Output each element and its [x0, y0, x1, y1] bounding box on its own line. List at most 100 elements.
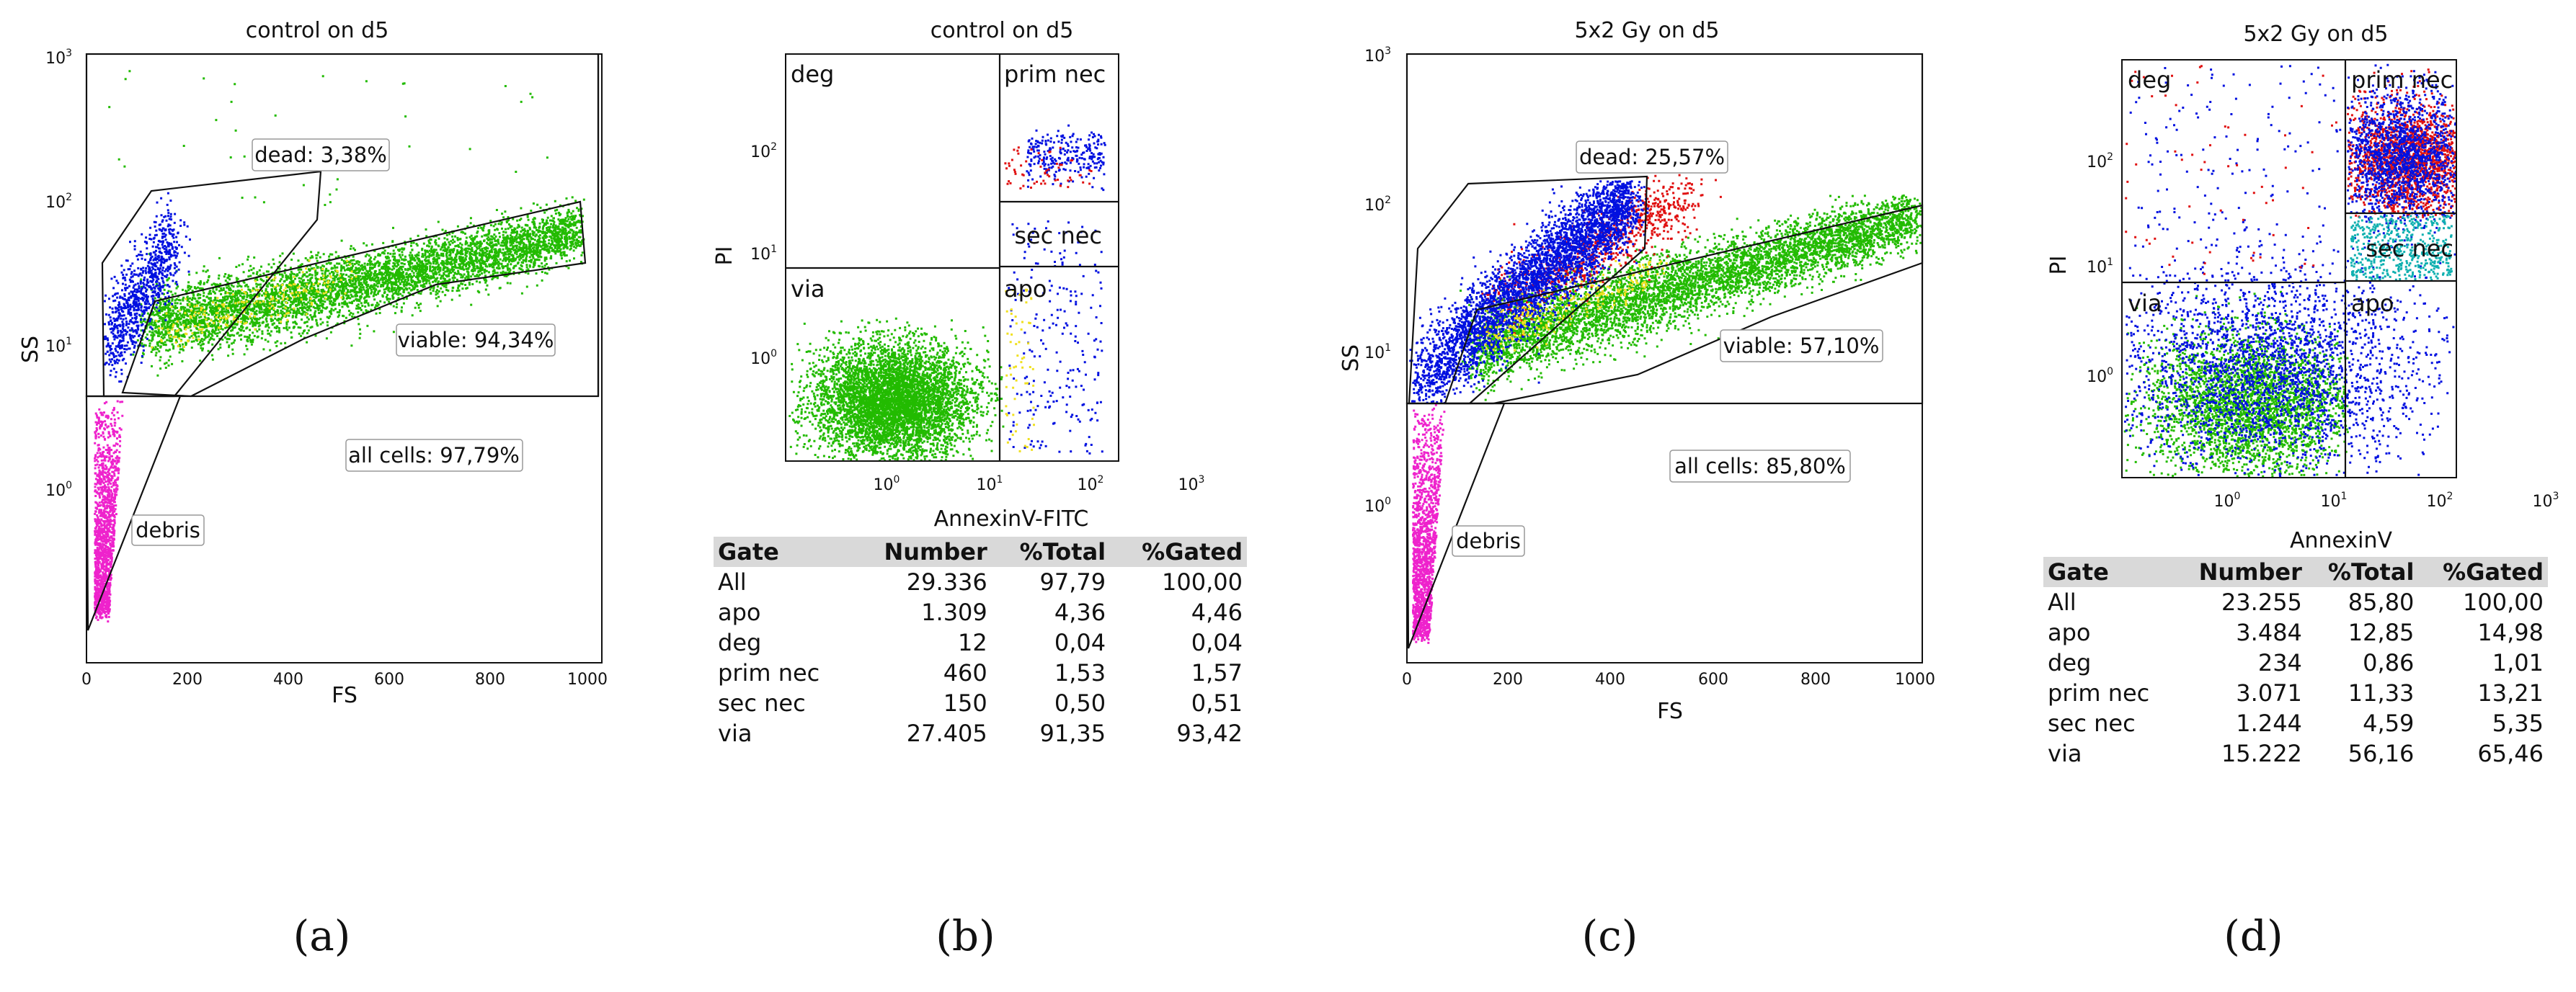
cell: 93,42	[1176, 720, 1243, 747]
cell: 97,79	[1039, 568, 1106, 596]
cell: 1,57	[1191, 659, 1243, 687]
x-axis: 100 101 102 103	[2214, 491, 2559, 511]
y-tick: 102	[45, 192, 72, 212]
plot-frame	[785, 53, 1119, 462]
panel-d: 5x2 Gy on d5 deg prim nec sec nec via ap…	[1932, 0, 2575, 992]
scatter-points-0010e0	[2123, 219, 2456, 478]
gate-label-debris: debris	[131, 514, 205, 546]
table-row: deg 234 0,86 1,01	[2043, 648, 2548, 678]
table-row: sec nec 150 0,50 0,51	[714, 688, 1247, 718]
column-header: Number	[851, 537, 992, 567]
column-header: %Total	[991, 537, 1111, 567]
x-axis: 100 101 102 103	[874, 474, 1205, 494]
cell: 4,36	[1054, 599, 1106, 626]
y-tick: 101	[1364, 342, 1391, 362]
plot-title: control on d5	[931, 18, 1074, 43]
cell: sec nec	[2048, 710, 2136, 737]
column-header: %Gated	[1110, 537, 1247, 567]
x-tick: 1000	[567, 671, 608, 689]
x-tick: 800	[1800, 671, 1831, 689]
column-header: %Total	[2306, 557, 2419, 587]
gate-label-viable: viable: 94,34%	[396, 323, 556, 357]
cell: 13,21	[2477, 679, 2544, 707]
quadrant-label-deg: deg	[2128, 66, 2171, 94]
cell: 3.484	[2236, 619, 2302, 646]
y-tick: 102	[1364, 195, 1391, 215]
scatter-plot-b: control on d5 deg prim nec sec nec via a…	[712, 18, 1205, 532]
gate-label-text: debris	[136, 518, 200, 542]
cell: sec nec	[718, 689, 806, 717]
scatter-points-22bb00	[108, 70, 548, 206]
cell: 12	[958, 629, 987, 656]
panel-b: control on d5 deg prim nec sec nec via a…	[644, 0, 1287, 992]
quadrant-label-sec-nec: sec nec	[1014, 222, 1102, 249]
panel-c: 5x2 Gy on d5 dead: 25,57% viable: 57,10%…	[1288, 0, 1935, 992]
scatter-points-22bb00	[789, 317, 1005, 462]
gate-label-viable: viable: 57,10%	[1720, 329, 1883, 362]
cell: 65,46	[2477, 740, 2544, 767]
gate-all-cells	[1405, 53, 1924, 405]
table-header-row: Gate Number %Total %Gated	[2043, 557, 2548, 587]
plot-title: 5x2 Gy on d5	[2243, 22, 2388, 47]
column-header: %Gated	[2418, 557, 2548, 587]
gate-stats-table: Gate Number %Total %Gated All 23.255 85,80…	[2043, 557, 2548, 769]
quadrant-label-prim-nec: prim nec	[1004, 61, 1106, 88]
cell: 11,33	[2348, 679, 2415, 707]
scatter-plot-c: 5x2 Gy on d5 dead: 25,57% viable: 57,10%…	[1338, 18, 1935, 724]
scatter-points-0010e0	[1409, 180, 1649, 405]
panel-a: control on d5 dead: 3,38% viable: 94,34%…	[0, 0, 644, 992]
cell: 56,16	[2348, 740, 2415, 767]
gate-label-text: dead: 25,57%	[1579, 145, 1725, 169]
x-tick: 0	[1402, 671, 1412, 689]
gate-label-text: viable: 57,10%	[1723, 334, 1880, 358]
table-row: via 15.222 56,16 65,46	[2043, 738, 2548, 769]
scatter-points-10b0b0	[2350, 215, 2453, 282]
panel-caption: (b)	[936, 911, 995, 960]
x-axis: 0 200 400 600 800 1000	[1402, 671, 1935, 689]
cell: 0,86	[2363, 649, 2415, 676]
x-tick: 200	[172, 671, 203, 689]
gate-label-text: viable: 94,34%	[398, 328, 554, 352]
cell: 23.255	[2221, 589, 2302, 616]
x-tick: 1000	[1895, 671, 1935, 689]
y-axis-label: PI	[712, 246, 737, 266]
gate-label-text: all cells: 85,80%	[1674, 454, 1846, 478]
column-header: Gate	[2043, 557, 2175, 587]
quadrant-label-sec-nec: sec nec	[2366, 235, 2453, 262]
scatter-points-f0e020	[1477, 259, 1668, 352]
table-row: All 29.336 97,79 100,00	[714, 567, 1247, 597]
scatter-points-0010e0	[1008, 220, 1103, 455]
gate-label-all-cells: all cells: 85,80%	[1669, 450, 1851, 483]
x-axis-label: FS	[1657, 699, 1683, 724]
cell: All	[718, 568, 747, 596]
scatter-points	[2123, 63, 2457, 478]
cell: 91,35	[1039, 720, 1106, 747]
y-axis-label: SS	[18, 336, 43, 363]
cell: 100,00	[1162, 568, 1243, 596]
x-tick: 100	[874, 474, 900, 494]
table-row: deg 12 0,04 0,04	[714, 627, 1247, 658]
gate-debris	[85, 395, 182, 631]
y-tick: 100	[2087, 366, 2113, 386]
scatter-points-ee22cc	[94, 400, 124, 623]
x-tick: 101	[2321, 491, 2348, 511]
table-row: prim nec 460 1,53 1,57	[714, 658, 1247, 688]
x-tick: 800	[475, 671, 505, 689]
cell: 1.244	[2236, 710, 2302, 737]
x-tick: 600	[374, 671, 404, 689]
cell: 15.222	[2221, 740, 2302, 767]
y-axis: 100 101 102	[750, 141, 777, 368]
cell: 1,01	[2492, 649, 2544, 676]
x-axis-label: FS	[332, 683, 357, 708]
scatter-points-22bb00	[130, 196, 585, 377]
y-axis-label: SS	[1338, 344, 1364, 372]
table-row: apo 3.484 12,85 14,98	[2043, 617, 2548, 648]
gate-label-text: dead: 3,38%	[254, 143, 387, 167]
quadrant-label-via: via	[2128, 290, 2162, 317]
gate-label-text: all cells: 97,79%	[348, 443, 520, 468]
cell: 460	[943, 659, 987, 687]
y-axis: 100 101 102	[2087, 151, 2113, 386]
x-tick: 103	[2533, 491, 2559, 511]
scatter-points-f0e020	[151, 259, 357, 349]
cell: 1,53	[1054, 659, 1106, 687]
